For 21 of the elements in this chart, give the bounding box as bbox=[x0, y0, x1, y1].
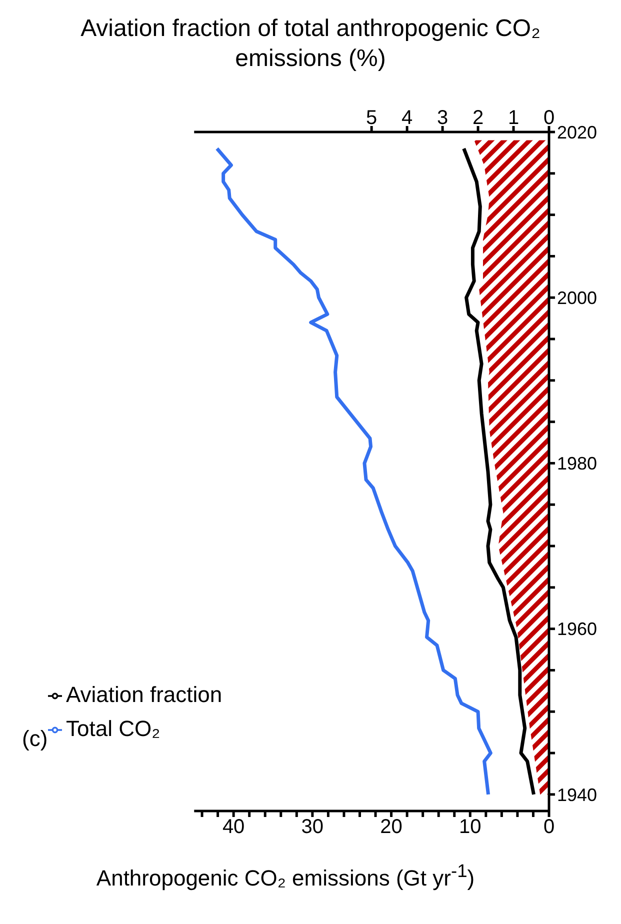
x2-tick-label: 3 bbox=[436, 107, 448, 129]
x-tick-label: 10 bbox=[459, 816, 482, 838]
y-tick-label: 1980 bbox=[557, 454, 598, 474]
x-tick-label: 20 bbox=[380, 816, 402, 838]
x2-axis-title: Aviation fraction of total anthropogenic CO₂ emissions (%) bbox=[80, 14, 542, 74]
x-tick-label: 40 bbox=[222, 816, 245, 838]
x2-tick-label: 2 bbox=[472, 107, 484, 129]
y-tick-label: 1940 bbox=[557, 784, 598, 805]
x2-tick-label: 0 bbox=[543, 107, 555, 129]
x2-tick-label: 5 bbox=[366, 107, 378, 129]
y-tick-label: 2000 bbox=[557, 288, 598, 308]
x-tick-label: 0 bbox=[543, 816, 555, 838]
x2-tick-label: 4 bbox=[401, 107, 413, 129]
x-axis-title: Anthropogenic CO₂ emissions (Gt yr$^{-1}$) bbox=[95, 860, 476, 892]
y-tick-label: 1960 bbox=[557, 619, 598, 640]
x2-tick-label: 1 bbox=[508, 107, 520, 129]
text: (c) bbox=[22, 726, 48, 752]
legend-label: Aviation fraction bbox=[66, 682, 222, 707]
y-tick-label: 2020 bbox=[557, 122, 598, 142]
x-tick-label: 30 bbox=[301, 816, 324, 838]
legend-label: Total CO₂ bbox=[66, 716, 160, 741]
